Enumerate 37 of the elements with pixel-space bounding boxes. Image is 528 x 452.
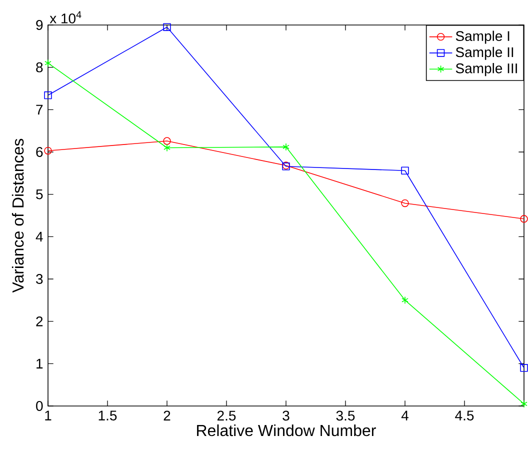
point (164, 144, 170, 152)
y-tick-label: 7 (36, 104, 43, 114)
point (520, 364, 528, 372)
point (520, 400, 528, 408)
x-tick-label: 3 (282, 410, 290, 421)
y-tick-label: 5 (36, 189, 43, 200)
y-tick-label: 1 (36, 358, 43, 368)
x-tick-label: 4.5 (455, 410, 474, 420)
point (163, 137, 171, 145)
x-axis-title: Relative Window Number (197, 424, 376, 436)
point (44, 59, 52, 67)
point (163, 23, 171, 31)
point (44, 91, 52, 100)
x-tick-label: 3.5 (336, 410, 355, 421)
x-tick-label: 4 (401, 410, 408, 420)
legend-label: Sample I (456, 30, 510, 44)
point (520, 215, 528, 223)
y-tick-label: 2 (36, 316, 43, 326)
y-tick-label: 3 (36, 274, 43, 284)
x-tick-label: 1.5 (98, 410, 117, 420)
point (44, 146, 52, 155)
y-tick-label: 8 (36, 62, 43, 72)
y-tick-label: 0 (36, 401, 43, 411)
y-tick-label: 4 (36, 232, 43, 242)
x-tick-label: 2 (164, 410, 170, 420)
point (401, 199, 409, 208)
y-tick-label: 9 (36, 20, 43, 30)
legend-label: Sample II (456, 46, 514, 60)
text: x 10$^{4}$ (50, 11, 82, 24)
point (282, 143, 290, 151)
legend-label: Sample III (456, 63, 517, 76)
y-axis-title: Variance of Distances (12, 138, 24, 293)
x-tick-label: 2.5 (217, 410, 236, 421)
x-tick-label: 1 (45, 410, 52, 420)
point (401, 166, 409, 174)
y-tick-label: 6 (36, 147, 43, 157)
point (402, 296, 408, 304)
